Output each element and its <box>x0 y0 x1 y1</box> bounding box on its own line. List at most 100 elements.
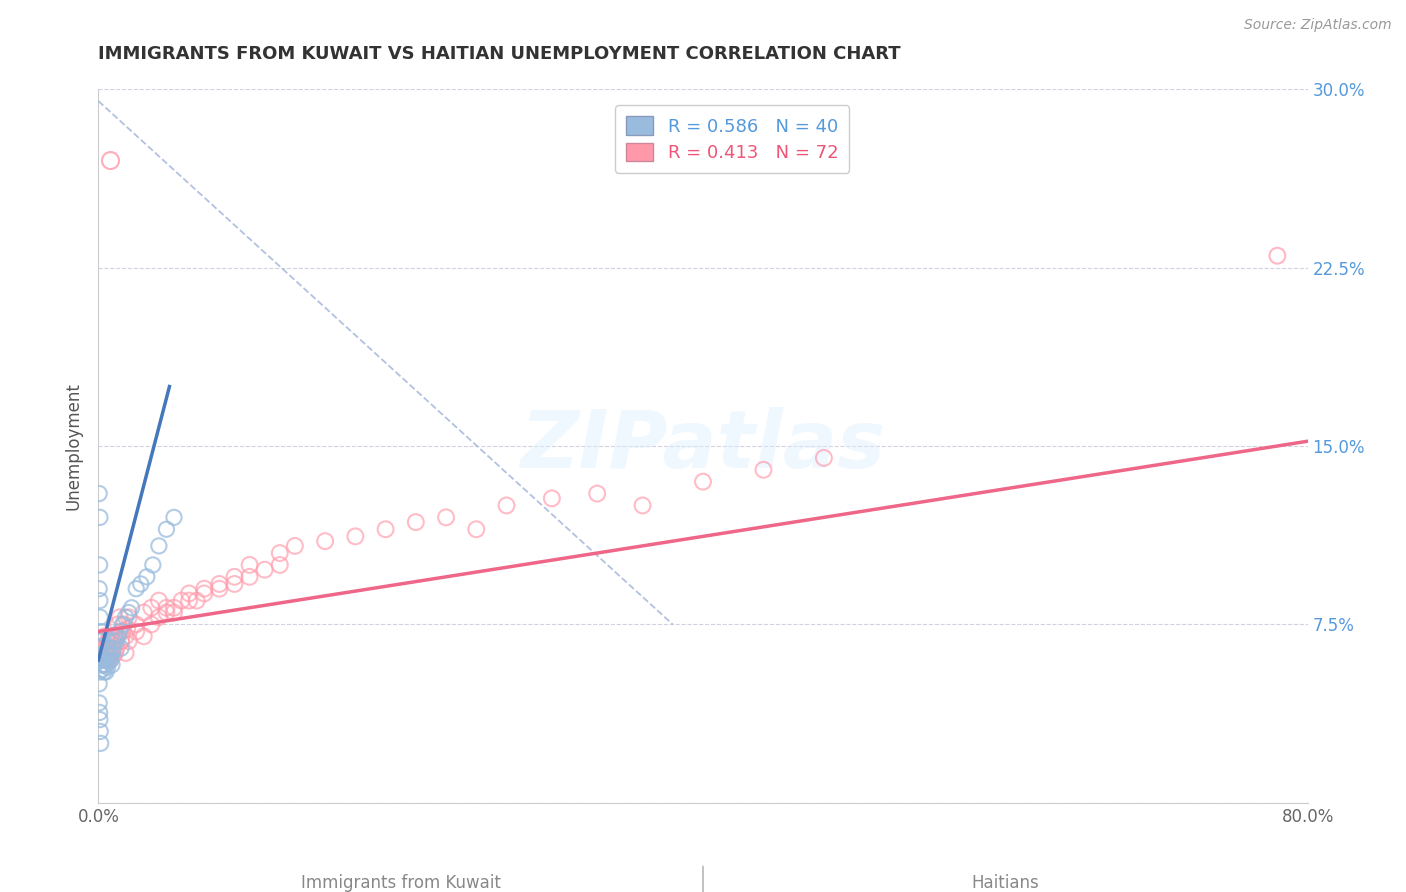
Point <box>148 539 170 553</box>
Point <box>89 486 111 500</box>
Point <box>193 586 215 600</box>
Point <box>141 600 163 615</box>
Point <box>495 499 517 513</box>
Point <box>1267 249 1289 263</box>
Point <box>112 617 135 632</box>
Point <box>91 657 114 672</box>
Y-axis label: Unemployment: Unemployment <box>65 382 83 510</box>
Point <box>94 653 117 667</box>
Point <box>186 593 208 607</box>
Point <box>110 634 132 648</box>
Point <box>90 736 112 750</box>
Point <box>89 641 111 656</box>
Point <box>253 563 276 577</box>
Point <box>90 653 112 667</box>
Point <box>103 634 125 648</box>
Point <box>105 641 128 656</box>
Point <box>111 617 134 632</box>
Point <box>107 629 129 643</box>
Point <box>93 657 115 672</box>
Point <box>94 641 117 656</box>
Legend: R = 0.586   N = 40, R = 0.413   N = 72: R = 0.586 N = 40, R = 0.413 N = 72 <box>616 105 849 173</box>
Point <box>108 610 131 624</box>
Point <box>239 570 262 584</box>
Point <box>110 641 132 656</box>
Point <box>89 634 111 648</box>
Text: ZIPatlas: ZIPatlas <box>520 407 886 485</box>
Point <box>104 629 127 643</box>
Point <box>98 641 121 656</box>
Point <box>98 634 121 648</box>
Point <box>586 486 609 500</box>
Point <box>89 510 111 524</box>
Point <box>94 665 117 679</box>
Text: Immigrants from Kuwait: Immigrants from Kuwait <box>301 874 501 892</box>
Point <box>89 713 111 727</box>
Point <box>179 593 201 607</box>
Text: Haitians: Haitians <box>972 874 1039 892</box>
Point <box>90 634 112 648</box>
Point <box>89 696 111 710</box>
Point <box>118 606 141 620</box>
Point <box>125 617 148 632</box>
Point <box>118 634 141 648</box>
Point <box>193 582 215 596</box>
Point <box>163 510 186 524</box>
Point <box>224 570 246 584</box>
Text: IMMIGRANTS FROM KUWAIT VS HAITIAN UNEMPLOYMENT CORRELATION CHART: IMMIGRANTS FROM KUWAIT VS HAITIAN UNEMPL… <box>98 45 901 62</box>
Point <box>105 634 128 648</box>
Point <box>100 153 122 168</box>
Point <box>89 677 111 691</box>
Point <box>101 641 124 656</box>
Point <box>170 593 193 607</box>
Point <box>90 657 112 672</box>
Point <box>132 606 155 620</box>
Point <box>115 622 138 636</box>
Point <box>91 663 114 677</box>
Point <box>90 648 112 663</box>
Point <box>631 499 654 513</box>
Point <box>405 515 427 529</box>
Point <box>163 606 186 620</box>
Point <box>89 706 111 720</box>
Point <box>100 648 122 663</box>
Point <box>91 657 114 672</box>
Point <box>110 634 132 648</box>
Point <box>692 475 714 489</box>
Point <box>100 629 122 643</box>
Point <box>104 646 127 660</box>
Point <box>374 522 396 536</box>
Point <box>98 653 121 667</box>
Point <box>121 600 143 615</box>
Point <box>89 653 111 667</box>
Point <box>93 646 115 660</box>
Point <box>129 577 152 591</box>
Point <box>434 510 457 524</box>
Point <box>89 582 111 596</box>
Point <box>135 570 157 584</box>
Point <box>89 665 111 679</box>
Point <box>752 463 775 477</box>
Point <box>132 629 155 643</box>
Point <box>148 610 170 624</box>
Point <box>224 577 246 591</box>
Point <box>163 600 186 615</box>
Point <box>93 629 115 643</box>
Point <box>108 624 131 639</box>
Point <box>284 539 307 553</box>
Point <box>114 610 136 624</box>
Point <box>114 646 136 660</box>
Point <box>93 648 115 663</box>
Point <box>94 653 117 667</box>
Point <box>208 582 231 596</box>
Point <box>96 660 118 674</box>
Point <box>89 593 111 607</box>
Point <box>90 641 112 656</box>
Point <box>148 593 170 607</box>
Point <box>314 534 336 549</box>
Point <box>155 600 177 615</box>
Point <box>813 450 835 465</box>
Point <box>98 646 121 660</box>
Point <box>89 558 111 572</box>
Point <box>101 657 124 672</box>
